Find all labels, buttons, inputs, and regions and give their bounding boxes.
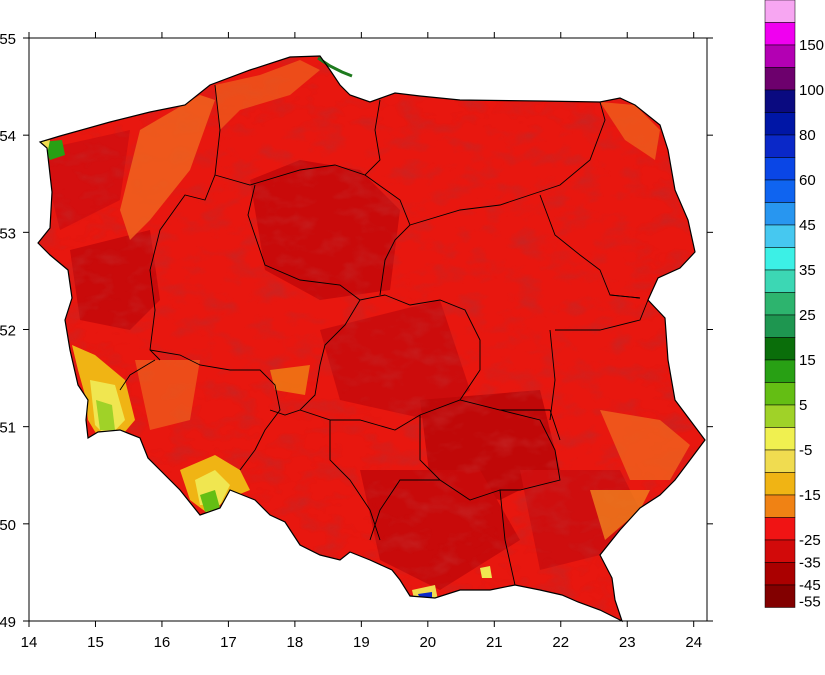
colorbar-swatch [764, 67, 796, 91]
colorbar-swatch [764, 472, 796, 496]
colorbar-swatch [764, 134, 796, 158]
poland-outline [37, 55, 706, 623]
y-tick-label: 51 [0, 420, 16, 437]
colorbar-swatch [764, 584, 796, 608]
x-tick-label: 21 [486, 634, 503, 651]
green-zone-karkonosze [96, 400, 115, 430]
colorbar-swatch [764, 269, 796, 293]
colorbar-swatch [764, 359, 796, 383]
colorbar-swatch [764, 44, 796, 68]
y-tick-label: 52 [0, 323, 16, 340]
colorbar-label: 15 [799, 352, 816, 369]
x-tick-label: 14 [21, 634, 38, 651]
x-tick-label: 24 [685, 634, 702, 651]
colorbar-label: -45 [799, 577, 821, 594]
x-tick-label: 17 [220, 634, 237, 651]
colorbar-swatch [764, 314, 796, 338]
colorbar-label: 35 [799, 262, 816, 279]
orange-zone-center [270, 365, 310, 395]
colorbar-swatch [764, 539, 796, 563]
colorbar-swatch [764, 404, 796, 428]
colorbar-swatch [764, 427, 796, 451]
colorbar-label: 100 [799, 82, 824, 99]
x-tick-label: 16 [154, 634, 171, 651]
orange-zone-east [600, 410, 690, 480]
colorbar-label: -5 [799, 442, 812, 459]
colorbar-swatch [764, 382, 796, 406]
orange-zone-west [120, 95, 215, 240]
colorbar-swatch [764, 89, 796, 113]
green-zone-sudety [200, 490, 220, 512]
colorbar-label: -25 [799, 532, 821, 549]
y-tick-label: 54 [0, 128, 16, 145]
x-tick-label: 20 [419, 634, 436, 651]
colorbar-swatch [764, 179, 796, 203]
colorbar-label: -35 [799, 555, 821, 572]
colorbar-swatch [764, 202, 796, 226]
y-tick-label: 55 [0, 31, 16, 48]
colorbar-swatch [764, 449, 796, 473]
colorbar-swatch [764, 494, 796, 518]
x-tick-label: 22 [552, 634, 569, 651]
orange-zone-north [215, 60, 320, 130]
y-tick-label: 49 [0, 614, 16, 631]
orange-zone-southwest [135, 360, 200, 430]
y-axis: 55 54 53 52 51 50 49 [0, 31, 713, 631]
colorbar-label: 45 [799, 217, 816, 234]
y-tick-label: 53 [0, 225, 16, 242]
colorbar-label: -55 [799, 594, 821, 611]
colorbar-label: 150 [799, 37, 824, 54]
x-tick-label: 23 [619, 634, 636, 651]
colorbar-label: 25 [799, 307, 816, 324]
x-axis: 14 15 16 17 18 19 20 21 22 23 24 [21, 32, 702, 651]
colorbar-swatch [764, 157, 796, 181]
orange-zone-northeast [600, 102, 660, 160]
colorbar-label: 80 [799, 127, 816, 144]
colorbar-swatch [764, 517, 796, 541]
x-tick-label: 15 [87, 634, 104, 651]
colorbar-swatch [764, 22, 796, 46]
colorbar: 150 100 80 60 45 35 25 15 5 -5 -15 -25 -35 -45-55 [764, 0, 824, 611]
x-tick-label: 19 [353, 634, 370, 651]
colorbar-label: 60 [799, 172, 816, 189]
colorbar-swatch [764, 0, 796, 23]
yellow-spot-beskidy [480, 566, 492, 578]
x-tick-label: 18 [287, 634, 304, 651]
yellow-patch-northwest [40, 140, 50, 150]
colorbar-swatch [764, 292, 796, 316]
colorbar-label: 5 [799, 397, 807, 414]
colorbar-swatch [764, 112, 796, 136]
colorbar-swatch [764, 562, 796, 586]
colorbar-label: -15 [799, 487, 821, 504]
colorbar-swatch [764, 337, 796, 361]
colorbar-swatch [764, 247, 796, 271]
voivodeship-borders [119, 84, 649, 586]
y-tick-label: 50 [0, 517, 16, 534]
orange-zone-southeast [590, 490, 650, 540]
colorbar-swatch [764, 224, 796, 248]
